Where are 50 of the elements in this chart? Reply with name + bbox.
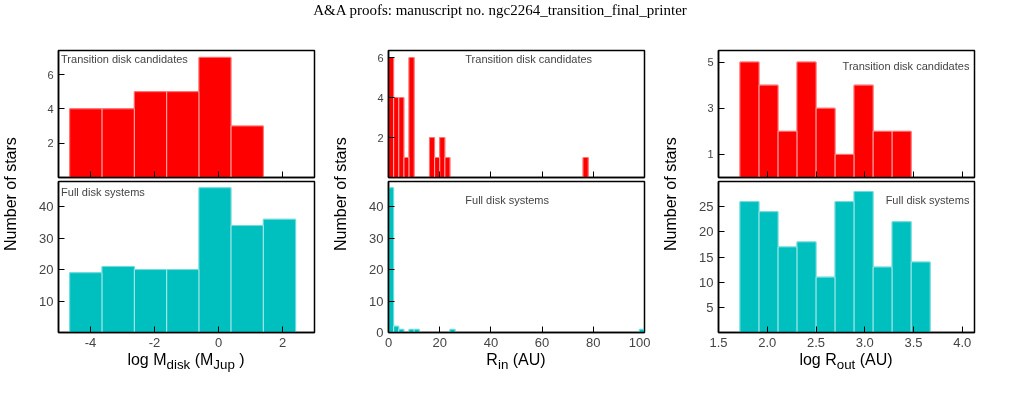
- y-tick-label: 5: [707, 56, 714, 69]
- y-tick-label: 5: [706, 299, 714, 315]
- x-tick-label: 40: [483, 334, 499, 350]
- annotation: Transition disk candidates: [61, 53, 189, 66]
- x-tick-label: 0: [214, 334, 223, 350]
- y-tick-label: 6: [47, 68, 54, 81]
- x-tick-label: 3.5: [904, 334, 923, 350]
- y-tick-label: 6: [377, 51, 384, 64]
- x-tick-label: 80: [586, 334, 601, 350]
- y-axis-title: Number of stars: [1, 136, 20, 253]
- x-tick-label: -2: [148, 334, 161, 350]
- y-tick-label: 10: [39, 293, 54, 309]
- x-tick-label: 2.0: [758, 334, 777, 350]
- y-tick-label: 4: [47, 102, 54, 115]
- y-tick-label: 20: [699, 224, 714, 240]
- text: A&A proofs: manuscript no. ngc2264_transition_final_printer: [312, 1, 688, 20]
- x-tick-label: 1.5: [709, 334, 728, 350]
- y-tick-label: 40: [369, 199, 384, 215]
- y-tick-label: 10: [699, 274, 714, 290]
- y-tick-label: 2: [47, 137, 54, 150]
- y-tick-label: 10: [369, 293, 384, 309]
- x-axis-title: log M$_{disk}$ (M$_{Jup}$ ): [126, 350, 246, 375]
- annotation: Full disk systems: [465, 193, 550, 206]
- y-tick-label: 40: [39, 199, 54, 215]
- x-tick-label: 2.5: [806, 334, 826, 350]
- y-tick-label: 30: [369, 230, 384, 246]
- annotation: Transition disk candidates: [465, 53, 593, 66]
- y-tick-label: 3: [707, 102, 714, 115]
- x-tick-label: 4.0: [953, 334, 972, 350]
- y-axis-title: Number of stars: [661, 136, 680, 253]
- annotation: Full disk systems: [885, 193, 970, 206]
- x-tick-label: 60: [534, 334, 550, 350]
- y-tick-label: 20: [39, 262, 54, 278]
- y-tick-label: 2: [377, 131, 384, 144]
- y-axis-title: Number of stars: [331, 136, 350, 253]
- y-tick-label: 20: [369, 262, 384, 278]
- x-tick-label: 20: [432, 334, 447, 350]
- annotation: Transition disk candidates: [842, 59, 970, 72]
- y-tick-label: 30: [39, 230, 54, 246]
- y-tick-label: 25: [699, 199, 714, 215]
- x-tick-label: -4: [84, 334, 97, 350]
- y-tick-label: 4: [377, 91, 384, 104]
- x-axis-title: R$_{in}$ (AU): [485, 350, 547, 375]
- x-tick-label: 2: [278, 334, 287, 350]
- x-axis-title: log R$_{out}$ (AU): [798, 350, 894, 375]
- y-tick-label: 15: [699, 249, 714, 265]
- annotation: Full disk systems: [61, 186, 146, 199]
- x-tick-label: 100: [628, 334, 651, 350]
- y-tick-label: 1: [707, 148, 714, 161]
- x-tick-label: 3.0: [855, 334, 874, 350]
